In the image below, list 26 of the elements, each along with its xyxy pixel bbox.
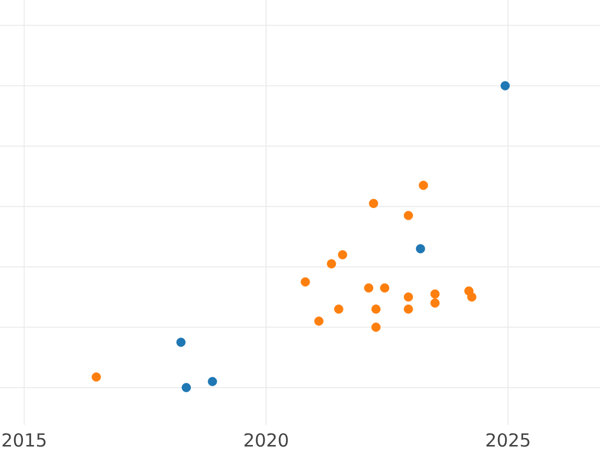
point bbox=[404, 292, 413, 302]
point bbox=[326, 259, 336, 268]
point bbox=[314, 316, 324, 326]
point bbox=[371, 322, 381, 332]
x-tick-label: 2015 bbox=[2, 433, 46, 447]
point bbox=[500, 81, 510, 90]
point bbox=[404, 304, 413, 314]
point bbox=[371, 304, 381, 314]
point bbox=[176, 338, 186, 347]
point bbox=[467, 292, 476, 302]
point bbox=[182, 382, 191, 392]
point bbox=[430, 289, 440, 299]
point bbox=[418, 180, 428, 190]
point bbox=[364, 283, 374, 293]
point bbox=[368, 198, 378, 208]
point bbox=[208, 376, 218, 386]
point bbox=[404, 210, 413, 220]
point bbox=[300, 277, 310, 287]
point bbox=[338, 250, 348, 260]
point bbox=[416, 244, 426, 254]
point bbox=[380, 283, 390, 293]
x-tick-label: 2020 bbox=[244, 433, 288, 447]
point bbox=[430, 298, 440, 308]
x-tick-label: 2025 bbox=[486, 433, 530, 447]
point bbox=[92, 372, 101, 382]
point bbox=[334, 304, 344, 314]
